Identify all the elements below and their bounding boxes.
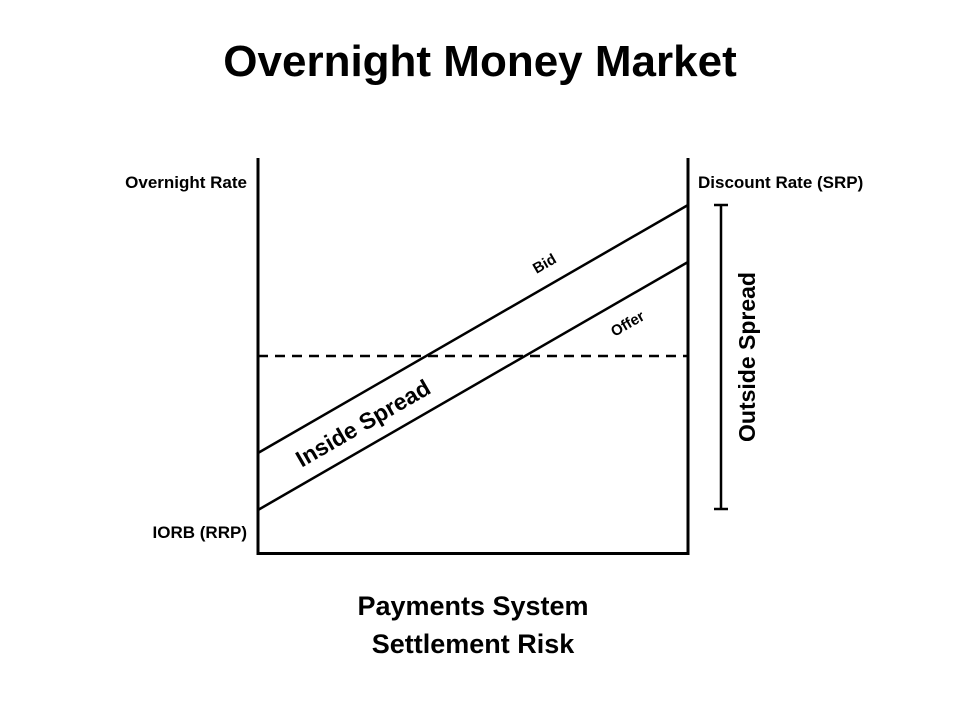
iorb-label: IORB (RRP): [153, 523, 247, 542]
inside-spread-label: Inside Spread: [291, 374, 435, 472]
bid-line: [257, 203, 689, 455]
x-axis-label-line2: Settlement Risk: [372, 629, 576, 659]
offer-label: Offer: [608, 308, 648, 341]
outside-spread-label: Outside Spread: [734, 272, 760, 442]
overnight-rate-label: Overnight Rate: [125, 173, 247, 192]
discount-rate-label: Discount Rate (SRP): [698, 173, 863, 192]
x-axis-label-line1: Payments System: [357, 591, 588, 621]
diagram-title: Overnight Money Market: [223, 37, 737, 86]
bid-label: Bid: [530, 251, 559, 278]
offer-line: [257, 260, 689, 512]
